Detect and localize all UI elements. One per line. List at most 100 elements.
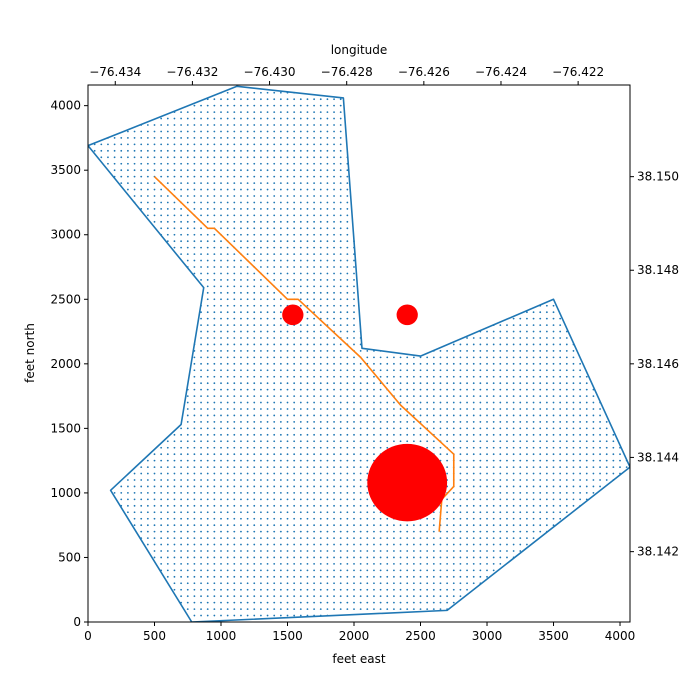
grid-point <box>127 156 129 159</box>
grid-point <box>299 298 302 301</box>
grid-point <box>226 285 229 288</box>
grid-point <box>273 433 276 436</box>
grid-point <box>173 149 176 152</box>
grid-point <box>193 446 196 449</box>
grid-point <box>253 156 256 159</box>
grid-point <box>339 453 342 456</box>
grid-point <box>180 188 183 191</box>
grid-point <box>220 556 222 559</box>
grid-point <box>472 543 475 546</box>
grid-point <box>213 401 216 404</box>
grid-point <box>180 582 183 585</box>
grid-point <box>166 511 169 514</box>
grid-point <box>206 259 209 262</box>
grid-point <box>206 362 209 365</box>
grid-point <box>246 330 249 333</box>
grid-point <box>273 272 276 275</box>
grid-point <box>512 453 515 456</box>
grid-point <box>293 233 296 236</box>
grid-point <box>200 253 202 256</box>
grid-point <box>186 414 189 417</box>
grid-point <box>393 537 395 539</box>
grid-point <box>419 563 422 565</box>
grid-point <box>140 201 143 204</box>
grid-point <box>459 408 462 410</box>
grid-point <box>592 466 595 468</box>
grid-point <box>286 414 289 417</box>
grid-point <box>279 479 282 481</box>
grid-point <box>193 111 196 114</box>
grid-point <box>206 137 209 139</box>
grid-point <box>226 350 229 352</box>
grid-point <box>233 266 236 268</box>
grid-point <box>279 485 282 488</box>
grid-point <box>426 414 429 417</box>
grid-point <box>386 369 389 372</box>
grid-point <box>559 317 562 320</box>
grid-point <box>240 214 242 217</box>
grid-point <box>206 550 209 552</box>
grid-point <box>253 220 256 223</box>
grid-point <box>226 537 229 539</box>
grid-point <box>233 408 236 410</box>
grid-point <box>432 608 435 610</box>
grid-point <box>346 479 349 481</box>
grid-point <box>220 143 222 146</box>
x2-tick-label: −76.424 <box>475 65 527 79</box>
grid-point <box>233 253 236 256</box>
grid-point <box>240 317 242 320</box>
grid-point <box>319 169 322 172</box>
grid-point <box>166 137 169 139</box>
grid-point <box>213 246 216 249</box>
grid-point <box>313 575 316 578</box>
grid-point <box>432 408 435 410</box>
grid-point <box>393 563 395 565</box>
grid-point <box>333 304 335 307</box>
grid-point <box>439 595 442 598</box>
grid-point <box>512 504 515 507</box>
grid-point <box>492 530 495 533</box>
grid-point <box>193 608 196 610</box>
grid-point <box>127 130 129 133</box>
grid-point <box>479 382 482 385</box>
grid-point <box>472 382 475 385</box>
grid-point <box>499 343 502 346</box>
grid-point <box>233 272 236 275</box>
grid-point <box>452 427 455 430</box>
grid-point <box>279 98 282 101</box>
grid-point <box>399 588 402 591</box>
grid-point <box>446 498 449 501</box>
grid-point <box>240 614 242 617</box>
grid-point <box>273 214 276 217</box>
grid-point <box>220 220 222 223</box>
grid-point <box>273 362 276 365</box>
grid-point <box>299 556 302 559</box>
grid-point <box>273 608 276 610</box>
grid-point <box>266 453 269 456</box>
grid-point <box>459 459 462 462</box>
grid-point <box>393 530 395 533</box>
grid-point <box>572 356 575 359</box>
grid-point <box>206 601 209 604</box>
grid-point <box>293 356 296 359</box>
grid-point <box>286 182 289 185</box>
grid-point <box>386 569 389 572</box>
grid-point <box>326 266 329 268</box>
grid-point <box>526 382 528 385</box>
grid-point <box>373 524 375 527</box>
grid-point <box>452 524 455 527</box>
grid-point <box>127 492 129 494</box>
grid-point <box>452 575 455 578</box>
grid-point <box>200 601 202 604</box>
grid-point <box>246 563 249 565</box>
grid-point <box>526 440 528 443</box>
grid-point <box>266 608 269 610</box>
grid-point <box>220 362 222 365</box>
grid-point <box>299 517 302 520</box>
grid-point <box>612 440 615 443</box>
grid-point <box>140 511 143 514</box>
grid-point <box>240 517 242 520</box>
grid-point <box>426 517 429 520</box>
grid-point <box>253 556 256 559</box>
grid-point <box>306 472 309 475</box>
